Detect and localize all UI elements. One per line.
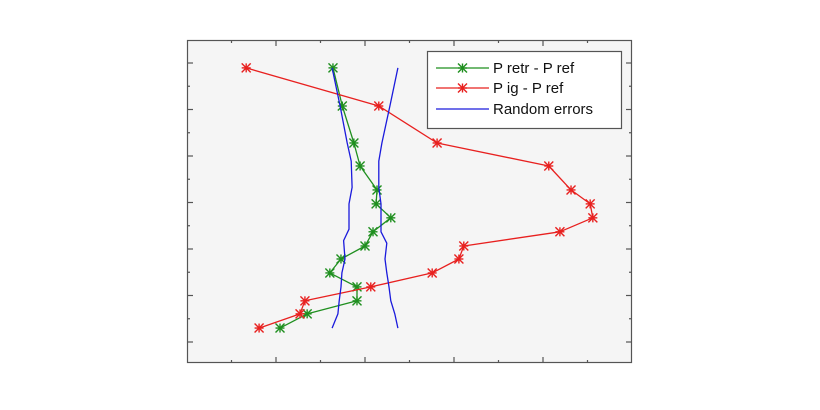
data-point-marker [295,308,306,319]
data-point-marker [432,137,443,148]
data-point-marker [355,161,366,171]
legend-sample-1 [436,83,489,93]
data-point-marker [348,137,359,148]
data-point-marker [543,161,554,171]
data-point-marker [371,198,382,209]
data-point-marker [324,267,335,278]
legend-marker-icon [457,83,468,93]
data-point-marker [275,323,285,334]
data-point-marker [351,295,362,306]
data-point-marker [254,323,265,334]
series-layer [241,62,598,334]
legend-items [436,63,489,110]
legend-marker-icon [457,63,468,73]
data-point-marker [299,295,310,306]
data-point-marker [554,226,565,237]
data-point-marker [368,226,379,237]
series-random-errors [331,67,399,329]
data-point-marker [365,281,376,292]
axes-frame [186,39,633,364]
data-point-marker [427,267,438,278]
data-point-marker [453,254,464,264]
data-point-marker [587,212,598,223]
series-p-ig-p-ref [241,62,598,334]
data-point-marker [337,101,348,112]
data-point-marker [458,240,469,251]
legend-label-p-ig: P ig - P ref [493,80,564,97]
data-point-marker [385,212,396,223]
legend-label-random-errors: Random errors [493,101,593,118]
legend-sample-0 [436,63,489,73]
data-point-marker [585,198,596,209]
data-point-marker [373,101,384,112]
data-point-marker [566,184,577,195]
data-point-marker [360,240,370,251]
series-line [378,67,399,329]
legend: P retr - P ref P ig - P ref Random error… [426,50,623,130]
series-line [331,67,353,329]
data-point-marker [241,62,252,73]
series-p-retr-p-ref [275,62,396,334]
legend-label-p-retr: P retr - P ref [493,60,575,77]
data-point-marker [335,254,346,264]
